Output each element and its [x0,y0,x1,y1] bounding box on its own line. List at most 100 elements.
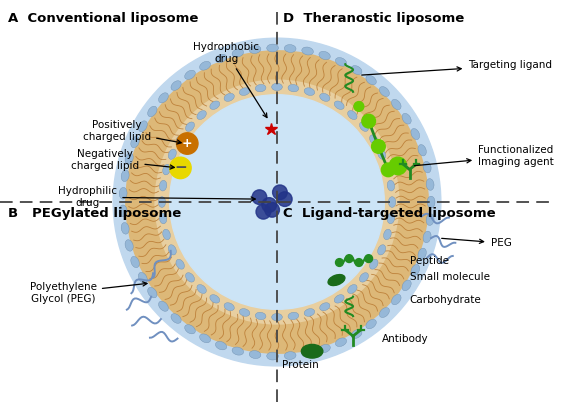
Circle shape [176,133,198,154]
Ellipse shape [159,180,167,191]
Text: Hydrophobic
drug: Hydrophobic drug [193,42,267,118]
Text: Functionalized
Imaging agent: Functionalized Imaging agent [414,145,554,167]
Circle shape [170,95,384,309]
Ellipse shape [138,121,147,132]
Ellipse shape [380,87,389,96]
Ellipse shape [176,259,184,269]
Ellipse shape [159,93,168,103]
Ellipse shape [197,111,207,120]
Ellipse shape [232,347,244,355]
Ellipse shape [319,51,330,59]
Text: C  Ligand-targeted liposome: C Ligand-targeted liposome [283,207,496,220]
Circle shape [170,157,191,179]
Text: +: + [182,137,192,150]
Circle shape [362,114,376,128]
Ellipse shape [267,352,278,360]
Ellipse shape [249,350,261,359]
Ellipse shape [119,187,127,199]
Ellipse shape [200,334,211,343]
Circle shape [155,80,399,324]
Text: Protein: Protein [282,360,319,370]
Ellipse shape [320,303,330,311]
Ellipse shape [255,312,266,319]
Circle shape [252,190,267,204]
Ellipse shape [336,57,347,66]
Circle shape [389,157,407,175]
Ellipse shape [138,272,147,283]
Circle shape [372,140,385,153]
Circle shape [113,38,441,366]
Ellipse shape [320,93,330,101]
Ellipse shape [391,294,401,305]
Circle shape [256,204,271,219]
Ellipse shape [302,47,314,55]
Ellipse shape [240,88,250,95]
Ellipse shape [351,66,362,74]
Ellipse shape [121,223,129,234]
Ellipse shape [232,49,244,57]
Ellipse shape [125,240,133,251]
Ellipse shape [249,46,261,53]
Ellipse shape [147,106,157,117]
Ellipse shape [284,352,296,359]
Ellipse shape [366,319,376,329]
Ellipse shape [210,295,220,303]
Ellipse shape [255,84,266,92]
Text: B   PEGylated liposome: B PEGylated liposome [8,207,181,220]
Ellipse shape [423,161,431,173]
Ellipse shape [185,122,195,131]
Ellipse shape [302,344,323,358]
Ellipse shape [426,214,434,225]
Ellipse shape [387,213,395,224]
Ellipse shape [391,99,401,109]
Ellipse shape [402,280,411,291]
Ellipse shape [380,308,389,317]
Ellipse shape [378,245,386,255]
Ellipse shape [304,309,315,316]
Circle shape [273,185,287,199]
Ellipse shape [210,101,220,109]
Ellipse shape [159,213,167,224]
Ellipse shape [370,135,378,145]
Ellipse shape [418,248,426,260]
Text: Small molecule: Small molecule [410,272,490,282]
Ellipse shape [334,101,344,109]
Circle shape [354,102,364,112]
Ellipse shape [163,229,170,240]
Ellipse shape [159,301,168,311]
Text: Positively
charged lipid: Positively charged lipid [83,120,181,144]
Ellipse shape [411,265,419,276]
Ellipse shape [427,196,435,208]
Circle shape [345,255,353,263]
Ellipse shape [304,88,315,95]
Ellipse shape [384,229,391,240]
Ellipse shape [348,284,357,293]
Ellipse shape [197,284,207,293]
Circle shape [126,51,428,353]
Ellipse shape [348,111,357,120]
Ellipse shape [302,349,314,357]
Ellipse shape [224,93,234,101]
Ellipse shape [360,122,369,131]
Ellipse shape [267,44,278,52]
Circle shape [265,203,279,217]
Ellipse shape [216,341,226,350]
Ellipse shape [168,149,176,159]
Circle shape [262,198,277,212]
Ellipse shape [423,231,431,243]
Ellipse shape [147,287,157,298]
Ellipse shape [271,83,282,91]
Ellipse shape [125,153,133,164]
Ellipse shape [366,75,376,85]
Ellipse shape [200,61,211,70]
Circle shape [278,192,292,206]
Ellipse shape [224,303,234,311]
Ellipse shape [176,135,184,145]
Ellipse shape [402,114,411,124]
Text: Antibody: Antibody [382,334,429,344]
Ellipse shape [387,180,395,191]
Text: Hydrophilic
drug: Hydrophilic drug [58,186,255,208]
Ellipse shape [418,144,426,156]
Ellipse shape [384,164,391,175]
Ellipse shape [284,45,296,53]
